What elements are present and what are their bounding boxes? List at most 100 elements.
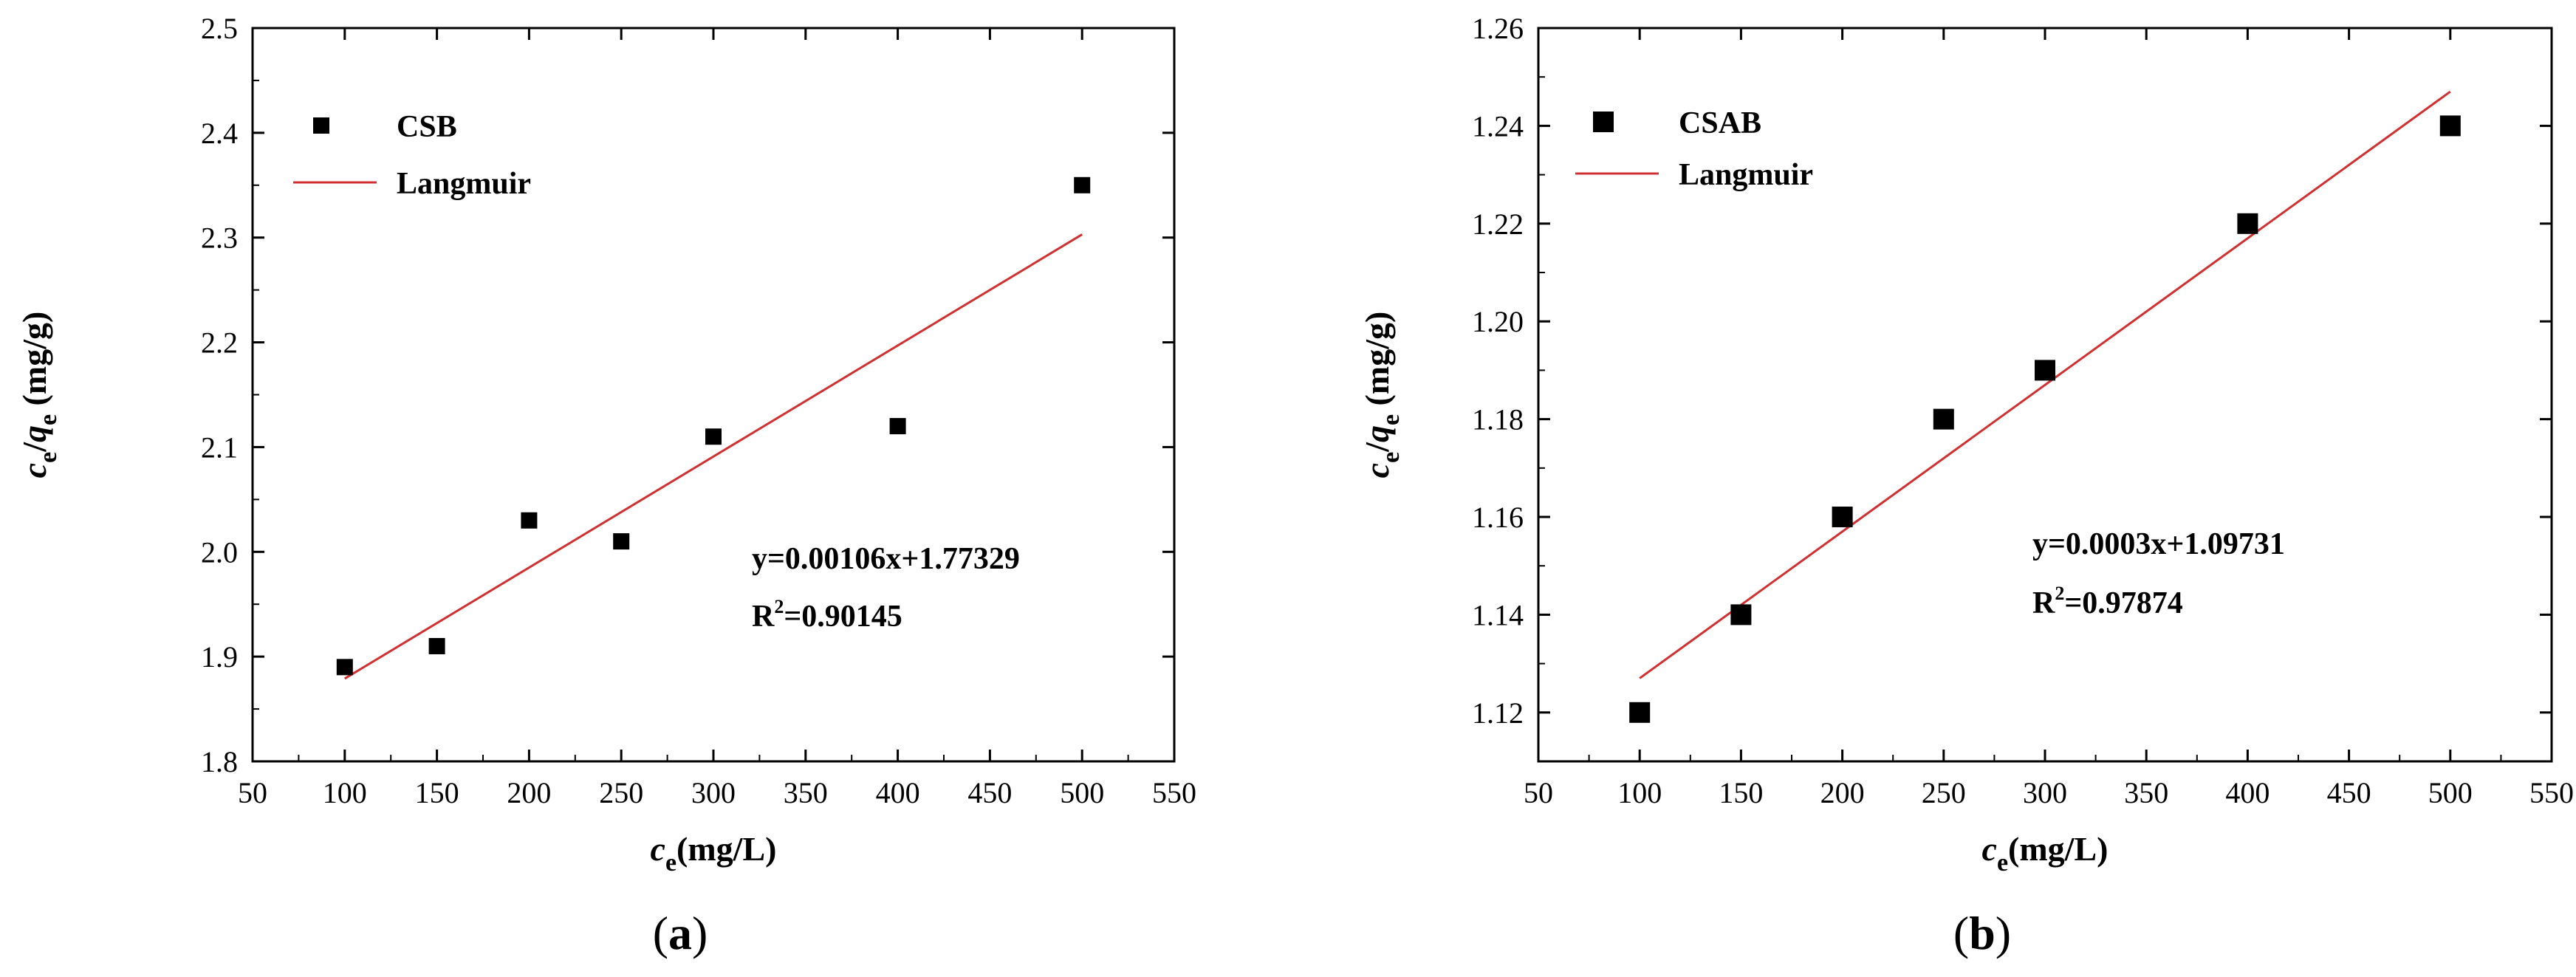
- y-tick-label: 1.8: [201, 745, 238, 778]
- x-axis-label-unit: (mg/L): [2008, 830, 2108, 868]
- data-point: [521, 512, 538, 529]
- data-point: [2439, 115, 2461, 137]
- data-point: [1933, 408, 1954, 430]
- r-squared-value: =0.90145: [784, 600, 902, 634]
- y-axis-label-sub2: e: [35, 414, 62, 425]
- data-point: [613, 533, 630, 550]
- y-axis-label-sub1: e: [1377, 452, 1405, 463]
- y-tick-label: 1.24: [1472, 109, 1524, 143]
- y-axis-label-q: q: [1358, 425, 1396, 442]
- y-axis-label-slash: /: [1358, 442, 1396, 453]
- panel-label-open: (: [653, 907, 668, 959]
- panel-label-close: ): [692, 907, 708, 959]
- x-tick-label: 400: [2225, 776, 2270, 809]
- y-axis-label-c: c: [1358, 463, 1396, 478]
- x-tick-label: 500: [1060, 776, 1104, 809]
- y-axis-label-sub2: e: [1377, 414, 1405, 425]
- x-tick-label: 200: [1820, 776, 1865, 809]
- x-tick-label: 550: [2529, 776, 2574, 809]
- x-axis-label-sub: e: [1997, 849, 2008, 877]
- legend-label-points: CSAB: [1679, 106, 1761, 140]
- r-squared-sup: 2: [2055, 583, 2064, 604]
- x-axis-label: ce(mg/L): [1982, 830, 2109, 877]
- x-tick-label: 100: [1617, 776, 1662, 809]
- x-tick-label: 200: [507, 776, 551, 809]
- x-tick-label: 550: [1152, 776, 1196, 809]
- legend-marker: [1593, 112, 1614, 132]
- data-point: [1074, 176, 1091, 193]
- x-tick-label: 50: [1524, 776, 1553, 809]
- panel-label: (a): [653, 907, 708, 959]
- data-point: [2237, 213, 2258, 234]
- x-tick-label: 50: [238, 776, 267, 809]
- x-tick-label: 500: [2428, 776, 2473, 809]
- y-tick-label: 1.20: [1472, 305, 1524, 338]
- data-point: [889, 418, 906, 435]
- y-tick-label: 1.12: [1472, 696, 1524, 730]
- x-tick-label: 350: [784, 776, 828, 809]
- legend-label-points: CSB: [397, 110, 457, 144]
- x-axis-label-unit: (mg/L): [676, 830, 776, 868]
- panel-label-open: (: [1953, 907, 1969, 959]
- data-point: [705, 428, 722, 445]
- x-axis-label-var: c: [651, 830, 665, 868]
- x-tick-label: 150: [415, 776, 459, 809]
- r-squared: R2=0.97874: [2032, 583, 2183, 620]
- chart-panel-b: 50 100 150 200 250 300 350 400 450 500 550 1.12 1.14…: [1358, 12, 2574, 959]
- x-tick-label: 250: [599, 776, 643, 809]
- legend-label-line: Langmuir: [1679, 158, 1813, 192]
- y-tick-label: 1.14: [1472, 598, 1524, 631]
- y-axis-label-sub1: e: [35, 452, 62, 463]
- r-squared-sup: 2: [774, 596, 784, 617]
- x-tick-label: 300: [691, 776, 736, 809]
- data-point: [428, 637, 445, 654]
- data-point: [1629, 702, 1651, 723]
- x-axis-label-sub: e: [665, 849, 676, 877]
- y-tick-label: 1.18: [1472, 403, 1524, 436]
- y-axis-label: ce/qe (mg/g): [1358, 312, 1405, 479]
- data-point: [1730, 604, 1752, 625]
- r-squared-prefix: R: [2032, 586, 2055, 620]
- x-axis-label: ce(mg/L): [651, 830, 777, 877]
- r-squared: R2=0.90145: [752, 596, 902, 634]
- x-tick-label: 400: [876, 776, 920, 809]
- y-tick-label: 2.5: [201, 12, 238, 45]
- langmuir-fit-line: [344, 233, 1083, 680]
- y-tick-label: 2.0: [201, 535, 238, 569]
- r-squared-prefix: R: [752, 600, 775, 634]
- data-point: [2035, 360, 2055, 381]
- y-axis-label-unit: (mg/g): [16, 312, 53, 414]
- x-tick-label: 300: [2023, 776, 2067, 809]
- x-tick-label: 250: [1922, 776, 1966, 809]
- fit-equation: y=0.0003x+1.09731: [2032, 527, 2285, 561]
- y-tick-label: 1.16: [1472, 501, 1524, 534]
- fit-equation: y=0.00106x+1.77329: [752, 542, 1020, 576]
- panel-label-close: ): [1996, 907, 2011, 959]
- y-tick-label: 2.1: [201, 431, 238, 464]
- y-axis-label-c: c: [16, 463, 53, 478]
- y-tick-label: 1.26: [1472, 12, 1524, 45]
- legend-marker: [313, 117, 329, 134]
- x-tick-label: 350: [2124, 776, 2168, 809]
- x-tick-label: 150: [1719, 776, 1763, 809]
- y-axis-label: ce/qe (mg/g): [16, 312, 62, 479]
- y-tick-label: 1.9: [201, 640, 238, 673]
- legend-label-line: Langmuir: [397, 167, 531, 201]
- y-tick-label: 2.3: [201, 222, 238, 255]
- y-tick-label: 2.4: [201, 117, 238, 150]
- langmuir-fit-line: [1639, 90, 2451, 679]
- y-tick-label: 2.2: [201, 326, 238, 360]
- x-tick-label: 450: [2327, 776, 2371, 809]
- x-tick-label: 100: [323, 776, 367, 809]
- x-axis-label-var: c: [1982, 830, 1997, 868]
- panel-label-letter: a: [668, 907, 692, 959]
- panel-label: (b): [1953, 907, 2011, 959]
- data-point: [1832, 507, 1853, 527]
- y-axis-label-unit: (mg/g): [1358, 312, 1396, 414]
- y-axis-label-q: q: [16, 425, 53, 442]
- r-squared-value: =0.97874: [2064, 586, 2182, 620]
- x-tick-label: 450: [967, 776, 1012, 809]
- panel-label-letter: b: [1969, 907, 1996, 959]
- y-tick-label: 1.22: [1472, 208, 1524, 241]
